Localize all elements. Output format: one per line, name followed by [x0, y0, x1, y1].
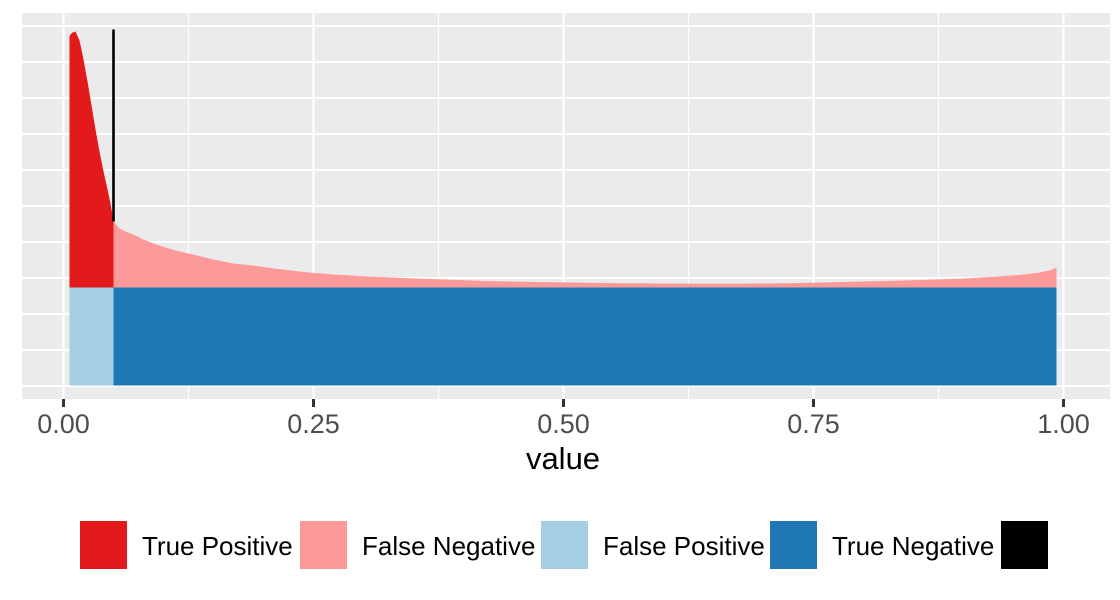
legend-label-false-positive: False Positive: [603, 531, 765, 561]
legend-swatch-threshold: [1001, 521, 1048, 569]
true-negative-area: [113, 287, 1057, 386]
x-axis-title: value: [525, 441, 601, 476]
false-positive-area: [69, 287, 114, 386]
legend-swatch-true-positive: [80, 521, 127, 569]
legend-swatch-true-negative: [770, 521, 817, 569]
legend-label-true-negative: True Negative: [832, 531, 995, 561]
legend-swatch-false-negative: [300, 521, 347, 569]
false-negative-area: [113, 221, 1057, 288]
true-positive-area: [69, 31, 114, 288]
legend-label-true-positive: True Positive: [142, 531, 293, 561]
plot-panel: [22, 13, 1110, 399]
legend-label-false-negative: False Negative: [362, 531, 536, 561]
legend-swatch-false-positive: [541, 521, 588, 569]
chart-canvas: [22, 13, 1110, 399]
